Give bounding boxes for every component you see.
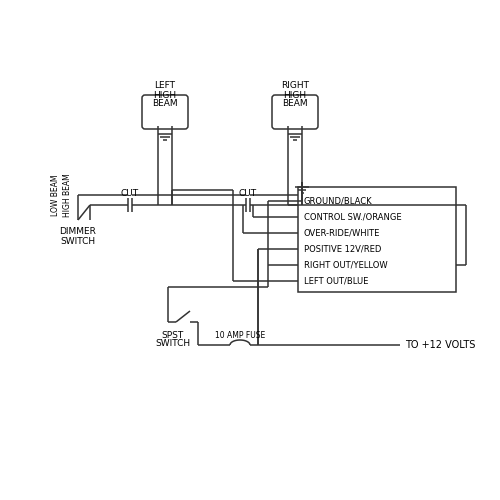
Text: LEFT: LEFT — [154, 82, 176, 90]
Text: GROUND/BLACK: GROUND/BLACK — [304, 196, 372, 205]
Text: DIMMER: DIMMER — [60, 228, 96, 236]
Text: RIGHT OUT/YELLOW: RIGHT OUT/YELLOW — [304, 260, 388, 270]
Text: TO +12 VOLTS: TO +12 VOLTS — [405, 340, 475, 350]
Text: SWITCH: SWITCH — [60, 236, 96, 246]
Text: BEAM: BEAM — [282, 100, 308, 108]
FancyBboxPatch shape — [142, 95, 188, 129]
Text: HIGH: HIGH — [284, 90, 306, 100]
Text: LOW BEAM: LOW BEAM — [50, 174, 59, 216]
Text: BEAM: BEAM — [152, 100, 178, 108]
Text: CUT: CUT — [239, 188, 257, 198]
Text: SPST: SPST — [162, 330, 184, 340]
Text: HIGH: HIGH — [154, 90, 176, 100]
Text: POSITIVE 12V/RED: POSITIVE 12V/RED — [304, 244, 382, 254]
Text: CONTROL SW./ORANGE: CONTROL SW./ORANGE — [304, 212, 402, 222]
Text: RIGHT: RIGHT — [281, 82, 309, 90]
FancyBboxPatch shape — [272, 95, 318, 129]
Text: CUT: CUT — [121, 188, 139, 198]
Text: OVER-RIDE/WHITE: OVER-RIDE/WHITE — [304, 228, 380, 237]
Bar — [298, 187, 456, 292]
Text: SWITCH: SWITCH — [156, 340, 190, 348]
Text: HIGH BEAM: HIGH BEAM — [62, 173, 72, 217]
Text: 10 AMP FUSE: 10 AMP FUSE — [215, 330, 265, 340]
Text: LEFT OUT/BLUE: LEFT OUT/BLUE — [304, 276, 368, 285]
